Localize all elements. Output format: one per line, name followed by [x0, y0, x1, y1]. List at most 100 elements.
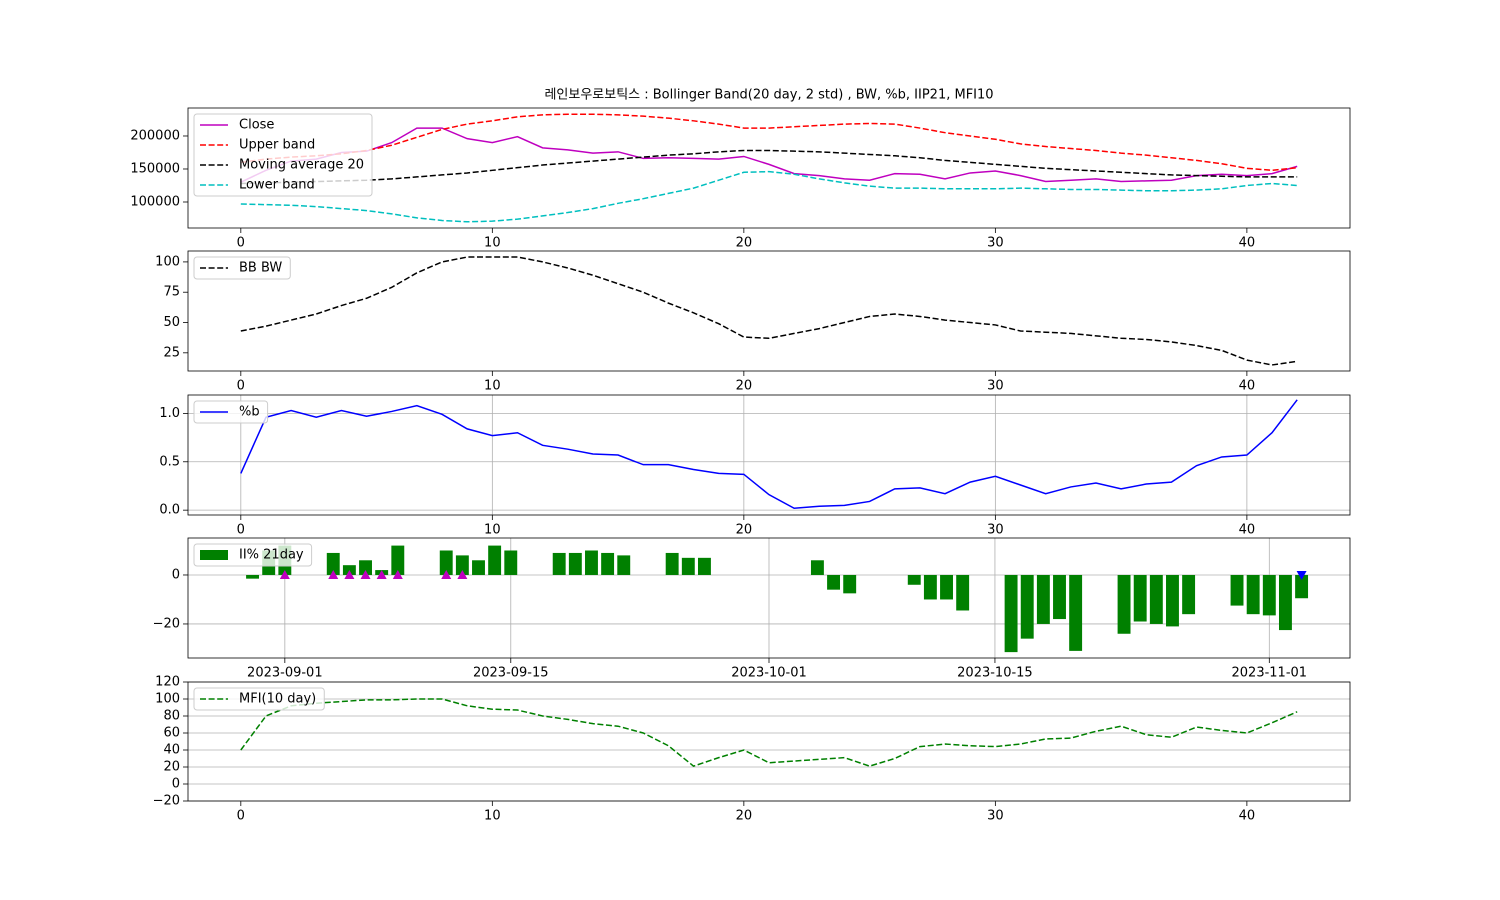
bar — [843, 574, 857, 594]
signal-marker — [457, 569, 468, 579]
axes-frame — [187, 107, 1351, 229]
panel: 0 10 20 30 40 −20 0 20 40 60 80 100 120 MFI(10 day) — [153, 675, 1351, 824]
axes-frame — [187, 250, 1351, 372]
x-tick-label: 0 — [237, 809, 245, 824]
axes-frame — [187, 394, 1351, 516]
x-tick-label: 40 — [1239, 379, 1256, 394]
bar — [472, 560, 485, 575]
bar — [455, 555, 469, 575]
y-tick-label: 0.0 — [159, 503, 180, 518]
legend-label: Upper band — [239, 138, 315, 153]
bar — [1182, 574, 1196, 615]
y-tick-label: 0 — [172, 567, 180, 582]
x-tick-label: 2023-09-01 — [247, 666, 323, 681]
series-line — [240, 113, 1298, 172]
y-tick-label: 0.5 — [159, 454, 180, 469]
axes-frame — [187, 537, 1351, 659]
signal-marker — [360, 569, 371, 579]
signal-marker — [279, 569, 290, 579]
x-tick-label: 2023-10-01 — [731, 666, 807, 681]
y-tick-label: 25 — [163, 345, 180, 360]
signal-marker — [1296, 570, 1307, 580]
legend-box — [193, 113, 373, 197]
bar — [1262, 574, 1276, 616]
legend-label: Lower band — [239, 178, 315, 193]
signal-marker — [441, 569, 452, 579]
x-tick-label: 2023-10-15 — [957, 666, 1033, 681]
x-tick-label: 20 — [736, 379, 753, 394]
y-tick-label: 120 — [155, 675, 180, 690]
bar — [552, 552, 566, 575]
bar — [585, 550, 598, 575]
y-tick-label: −20 — [153, 794, 180, 809]
legend-box — [193, 256, 291, 280]
x-tick-label: 20 — [736, 523, 753, 538]
legend-label: BB BW — [239, 261, 282, 276]
bar — [1004, 574, 1018, 653]
series-line — [240, 149, 1298, 185]
x-tick-label: 40 — [1239, 236, 1256, 251]
bar — [439, 550, 453, 575]
plot-area — [240, 399, 1298, 509]
bar — [1069, 574, 1083, 651]
bar — [359, 560, 372, 575]
series-line — [240, 127, 1298, 183]
bar — [681, 557, 695, 575]
y-tick-label: 150000 — [130, 161, 180, 176]
bar — [1278, 574, 1292, 631]
panel: 0 10 20 30 40 100000 150000 200000 Close Upper ba… — [130, 107, 1351, 251]
series-line — [240, 399, 1298, 509]
bar — [940, 574, 953, 600]
y-tick-label: 100000 — [130, 194, 180, 209]
bar — [326, 552, 340, 575]
panel: 2023-09-01 2023-09-15 2023-10-01 2023-10-15… — [153, 537, 1351, 681]
bar — [246, 574, 260, 579]
bar — [488, 545, 502, 575]
bar — [665, 552, 679, 575]
x-tick-label: 2023-09-15 — [473, 666, 549, 681]
x-tick-label: 30 — [987, 809, 1004, 824]
x-tick-label: 0 — [237, 379, 245, 394]
y-tick-label: 40 — [163, 743, 180, 758]
bar — [1166, 574, 1179, 627]
x-tick-label: 20 — [736, 809, 753, 824]
x-tick-label: 30 — [987, 236, 1004, 251]
legend: BB BW — [193, 256, 291, 280]
x-tick-label: 0 — [237, 236, 245, 251]
series-line — [240, 256, 1298, 366]
bar — [1053, 574, 1066, 620]
panel: 0 10 20 30 40 0.0 0.5 1.0 %b — [159, 394, 1351, 538]
bar — [923, 574, 937, 600]
legend-swatch — [200, 550, 228, 560]
panel: 0 10 20 30 40 25 50 75 100 BB BW — [155, 250, 1351, 394]
x-tick-label: 10 — [484, 236, 501, 251]
y-tick-label: 100 — [155, 254, 180, 269]
bar — [907, 574, 921, 585]
signal-marker — [392, 569, 403, 579]
x-tick-label: 20 — [736, 236, 753, 251]
bar — [827, 574, 841, 590]
series-line — [240, 170, 1298, 223]
legend-label: MFI(10 day) — [239, 692, 316, 707]
legend: MFI(10 day) — [193, 687, 325, 711]
bar — [1230, 574, 1244, 606]
y-tick-label: 80 — [163, 709, 180, 724]
legend-label: Moving average 20 — [239, 158, 364, 173]
signal-marker — [376, 569, 387, 579]
x-tick-label: 10 — [484, 809, 501, 824]
bar — [617, 555, 631, 575]
y-tick-label: 1.0 — [159, 406, 180, 421]
x-tick-label: 40 — [1239, 523, 1256, 538]
legend: II% 21day — [193, 543, 313, 567]
plot-area — [240, 256, 1298, 366]
y-tick-label: 60 — [163, 726, 180, 741]
legend-box — [193, 543, 313, 567]
legend-label: Close — [239, 118, 274, 133]
x-tick-label: 10 — [484, 523, 501, 538]
legend-box — [193, 687, 325, 711]
plot-area — [240, 113, 1298, 223]
y-tick-label: 100 — [155, 692, 180, 707]
bar — [697, 557, 711, 575]
bar — [1295, 574, 1309, 599]
